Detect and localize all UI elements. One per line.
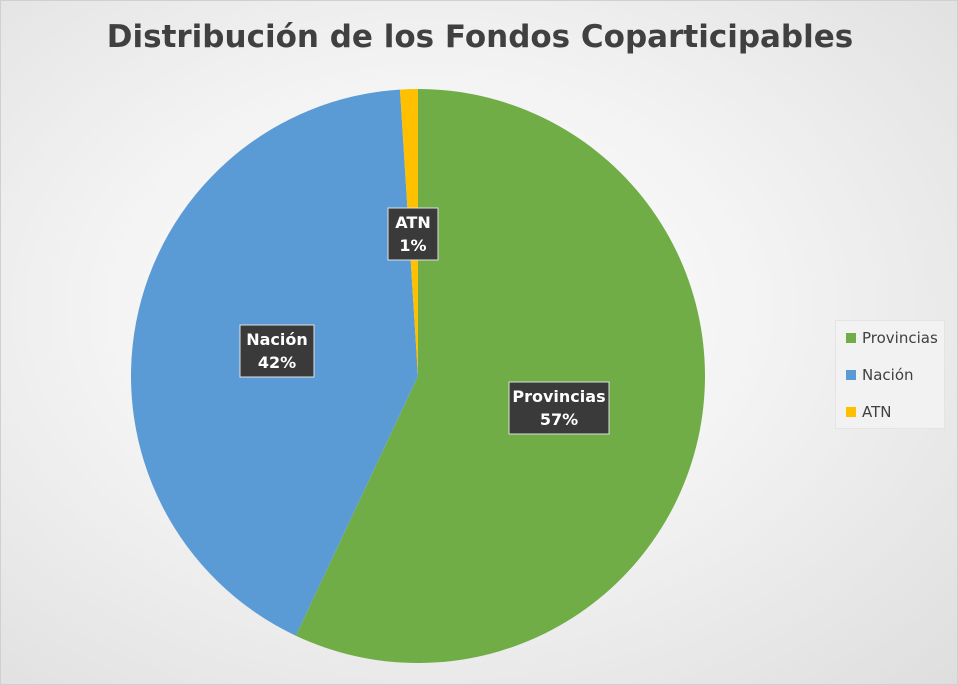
data-label-category-atn: ATN (395, 213, 430, 232)
legend-label-provincias: Provincias (862, 329, 938, 347)
legend-label-atn: ATN (862, 403, 892, 421)
legend-item-nacion: Nación (836, 366, 944, 384)
chart-title: Distribución de los Fondos Coparticipabl… (106, 19, 854, 55)
legend-item-atn: ATN (836, 403, 944, 421)
data-label-nacion: Nación 42% (239, 324, 315, 378)
pie-slice-provincias (295, 89, 705, 663)
data-label-box-provincias (508, 381, 610, 435)
legend-swatch-nacion (846, 370, 856, 380)
legend-item-provincias: Provincias (836, 329, 944, 347)
data-label-atn: ATN 1% (387, 207, 439, 261)
data-label-box-nacion (239, 324, 315, 378)
legend: Provincias Nación ATN (835, 320, 945, 429)
legend-swatch-provincias (846, 333, 856, 343)
data-label-category-nacion: Nación (246, 330, 308, 349)
data-label-value-atn: 1% (399, 236, 426, 255)
data-label-value-nacion: 42% (258, 353, 296, 372)
data-label-value-provincias: 57% (540, 410, 578, 429)
data-label-category-provincias: Provincias (512, 387, 605, 406)
data-label-provincias: Provincias 57% (508, 381, 610, 435)
pie-data-labels: Provincias 57% Nación 42% ATN 1% (239, 207, 610, 435)
legend-swatch-atn (846, 407, 856, 417)
legend-label-nacion: Nación (862, 366, 914, 384)
data-label-box-atn (387, 207, 439, 261)
pie-slices (130, 89, 705, 663)
